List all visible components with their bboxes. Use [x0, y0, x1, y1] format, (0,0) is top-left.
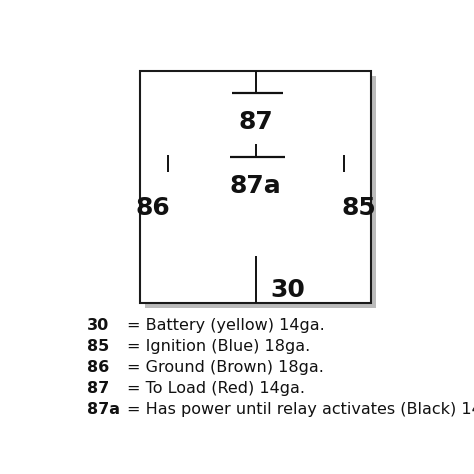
Text: = Battery (yellow) 14ga.: = Battery (yellow) 14ga.: [127, 318, 325, 333]
Text: = Ignition (Blue) 18ga.: = Ignition (Blue) 18ga.: [127, 339, 310, 354]
Text: 86: 86: [87, 360, 109, 375]
Text: 85: 85: [341, 196, 376, 219]
Text: 30: 30: [271, 278, 305, 301]
Text: 86: 86: [136, 196, 170, 219]
Bar: [140, 72, 372, 303]
Text: 87a: 87a: [230, 173, 282, 198]
Text: = Has power until relay activates (Black) 14ga.: = Has power until relay activates (Black…: [127, 402, 474, 417]
Text: 87: 87: [238, 110, 273, 134]
Text: 87a: 87a: [87, 402, 120, 417]
Text: = To Load (Red) 14ga.: = To Load (Red) 14ga.: [127, 381, 305, 396]
Text: = Ground (Brown) 18ga.: = Ground (Brown) 18ga.: [127, 360, 324, 375]
Text: 85: 85: [87, 339, 109, 354]
Bar: [145, 76, 376, 308]
Text: 30: 30: [87, 318, 109, 333]
Text: 87: 87: [87, 381, 109, 396]
